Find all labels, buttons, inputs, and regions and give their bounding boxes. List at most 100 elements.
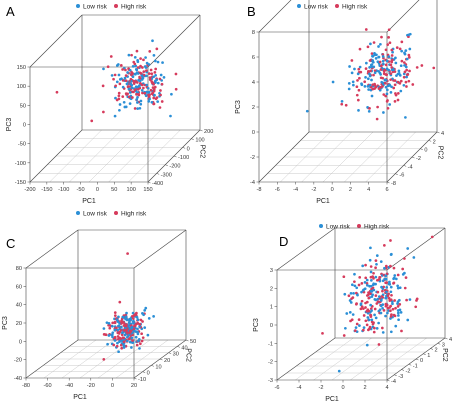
point-high-risk bbox=[365, 323, 369, 327]
point-high-risk bbox=[400, 329, 403, 333]
y-tick-label: -2 bbox=[406, 369, 411, 375]
x-tick-label: -40 bbox=[65, 383, 73, 389]
point-high-risk bbox=[154, 67, 158, 71]
point-low-risk bbox=[363, 281, 367, 284]
point-low-risk bbox=[381, 55, 385, 58]
y-tick-label: 0 bbox=[147, 371, 150, 377]
x-tick-label: 150 bbox=[143, 187, 152, 193]
point-high-risk bbox=[115, 344, 119, 348]
point-high-risk bbox=[121, 68, 124, 71]
point-low-risk bbox=[117, 324, 121, 328]
legend-label-high: High risk bbox=[121, 210, 147, 217]
point-low-risk bbox=[397, 71, 401, 75]
z-tick-label: 0 bbox=[23, 123, 26, 129]
point-low-risk bbox=[375, 327, 379, 330]
x-tick-label: -4 bbox=[297, 385, 302, 391]
point-low-risk bbox=[133, 329, 136, 333]
point-low-risk bbox=[343, 292, 347, 296]
point-low-risk bbox=[404, 65, 408, 69]
point-high-risk bbox=[355, 322, 359, 326]
point-high-risk bbox=[420, 64, 424, 67]
point-low-risk bbox=[130, 336, 134, 340]
point-high-risk bbox=[350, 59, 354, 62]
x-axis-title: PC1 bbox=[82, 198, 96, 205]
point-low-risk bbox=[353, 272, 356, 276]
point-low-risk bbox=[126, 339, 129, 343]
point-low-risk bbox=[406, 247, 410, 250]
point-high-risk bbox=[415, 297, 419, 301]
x-tick-label: -4 bbox=[293, 187, 298, 193]
point-low-risk bbox=[375, 254, 379, 257]
point-high-risk bbox=[403, 286, 407, 290]
point-high-risk bbox=[135, 93, 138, 96]
point-low-risk bbox=[371, 293, 374, 297]
point-low-risk bbox=[118, 103, 122, 106]
point-low-risk bbox=[366, 283, 369, 287]
point-high-risk bbox=[132, 90, 135, 94]
point-high-risk bbox=[148, 76, 152, 79]
x-tick-label: -8 bbox=[257, 187, 262, 193]
point-high-risk bbox=[109, 55, 113, 58]
x-tick-label: -150 bbox=[41, 187, 52, 193]
point-low-risk bbox=[353, 67, 356, 71]
point-high-risk bbox=[356, 79, 359, 82]
x-tick-label: -100 bbox=[58, 187, 69, 193]
z-tick-label: 20 bbox=[16, 321, 22, 327]
point-low-risk bbox=[396, 309, 400, 312]
point-low-risk bbox=[374, 316, 378, 320]
point-low-risk bbox=[156, 100, 160, 103]
z-tick-label: -20 bbox=[14, 358, 22, 364]
point-high-risk bbox=[115, 326, 118, 330]
legend: Low risk High risk bbox=[297, 3, 368, 10]
y-tick-label: 40 bbox=[181, 345, 187, 351]
point-low-risk bbox=[381, 279, 385, 283]
point-high-risk bbox=[405, 298, 408, 302]
y-tick-label: -3 bbox=[398, 374, 403, 380]
point-low-risk bbox=[143, 309, 147, 312]
legend-marker-low bbox=[76, 4, 80, 8]
point-high-risk bbox=[142, 58, 145, 62]
point-high-risk bbox=[364, 306, 367, 309]
point-high-risk bbox=[132, 82, 136, 85]
box-edge bbox=[276, 337, 336, 381]
point-high-risk bbox=[383, 244, 386, 247]
z-tick-label: -4 bbox=[250, 180, 255, 186]
point-high-risk bbox=[118, 82, 122, 86]
point-low-risk bbox=[140, 74, 144, 78]
point-high-risk bbox=[368, 59, 372, 62]
point-low-risk bbox=[359, 302, 363, 306]
y-tick-label: 4 bbox=[441, 131, 444, 137]
point-high-risk bbox=[384, 264, 388, 268]
y-tick-mark bbox=[151, 365, 154, 367]
panel-letter: C bbox=[6, 236, 15, 251]
point-high-risk bbox=[390, 54, 394, 57]
point-low-risk bbox=[147, 90, 151, 94]
point-high-risk bbox=[131, 96, 134, 99]
point-high-risk bbox=[353, 329, 357, 332]
point-low-risk bbox=[386, 311, 389, 315]
point-low-risk bbox=[370, 94, 374, 98]
point-high-risk bbox=[430, 235, 434, 239]
point-high-risk bbox=[125, 323, 128, 327]
point-high-risk bbox=[152, 96, 156, 100]
point-high-risk bbox=[342, 275, 346, 279]
point-high-risk bbox=[154, 97, 158, 101]
z-tick-label: 1 bbox=[270, 305, 273, 311]
point-low-risk bbox=[124, 317, 127, 321]
axes: -200 -150 -100 -50 0 50 100 150PC1-400-300-200-… bbox=[6, 65, 213, 205]
point-high-risk bbox=[108, 326, 112, 330]
point-low-risk bbox=[147, 99, 151, 103]
point-high-risk bbox=[90, 119, 94, 123]
x-tick-label: 50 bbox=[111, 187, 117, 193]
legend-marker-high bbox=[335, 4, 339, 8]
point-low-risk bbox=[107, 334, 111, 337]
point-low-risk bbox=[360, 290, 363, 294]
point-high-risk bbox=[393, 83, 397, 87]
point-low-risk bbox=[370, 318, 374, 322]
y-tick-label: 1 bbox=[427, 353, 430, 359]
point-high-risk bbox=[388, 41, 392, 45]
z-tick-label: 0 bbox=[270, 323, 273, 329]
point-low-risk bbox=[379, 299, 383, 302]
point-high-risk bbox=[159, 89, 162, 92]
point-low-risk bbox=[381, 59, 385, 63]
